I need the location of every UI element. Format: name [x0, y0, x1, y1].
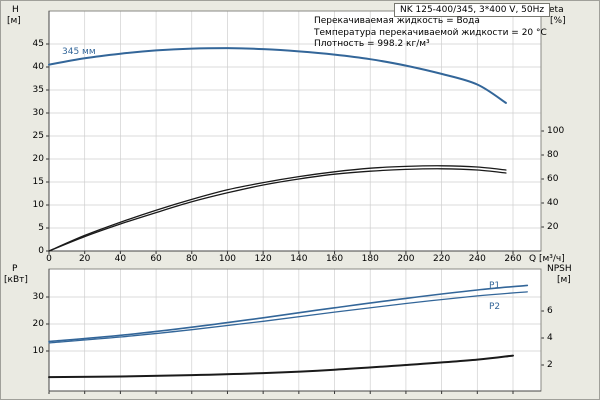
tick-label: 25: [32, 131, 44, 141]
curve-eta2: [48, 168, 507, 252]
tick-label: 0: [46, 254, 52, 264]
tick-label: 180: [361, 254, 379, 264]
tick-label: 80: [547, 150, 559, 160]
fluid-info-line: Плотность = 998.2 кг/м³: [314, 39, 430, 49]
tick-label: 100: [547, 126, 565, 136]
tick-label: 10: [32, 200, 44, 210]
y-axis-unit-eta: [%]: [550, 16, 566, 26]
tick-label: 0: [38, 246, 44, 256]
tick-label: 120: [254, 254, 272, 264]
y-axis-label-h: H: [12, 5, 19, 15]
x-axis-label-q: Q [м³/ч]: [529, 254, 565, 264]
y-axis-unit-h: [м]: [7, 16, 21, 26]
y-axis-unit-npsh: [м]: [557, 275, 571, 285]
tick-label: 40: [114, 254, 127, 264]
curve-label-345mm: 345 мм: [62, 47, 96, 57]
tick-label: 220: [433, 254, 451, 264]
tick-label: 15: [32, 177, 44, 187]
pump-model-title: NK 125-400/345, 3*400 V, 50Hz: [394, 3, 551, 17]
curve-label-p1: P1: [489, 281, 501, 291]
tick-label: 40: [547, 198, 559, 208]
fluid-info-line: Перекачиваемая жидкость = Вода: [314, 16, 480, 26]
tick-label: 10: [32, 346, 44, 356]
curve-NPSH: [48, 354, 514, 379]
y-axis-unit-p: [кВт]: [4, 275, 28, 285]
y-axis-label-eta: eta: [549, 5, 564, 15]
tick-label: 5: [38, 223, 44, 233]
curve-label-p2: P2: [489, 302, 501, 312]
tick-label: 45: [32, 39, 44, 49]
tick-label: 140: [290, 254, 308, 264]
tick-label: 260: [504, 254, 522, 264]
tick-label: 60: [547, 174, 559, 184]
tick-label: 4: [547, 333, 553, 343]
tick-label: 20: [78, 254, 91, 264]
tick-label: 20: [32, 154, 44, 164]
tick-label: 200: [397, 254, 415, 264]
fluid-info-line: Температура перекачиваемой жидкости = 20…: [314, 27, 547, 38]
curve-head-345mm: [48, 47, 507, 104]
curve-eta1: [48, 165, 507, 252]
tick-label: 35: [32, 85, 44, 95]
tick-label: 100: [218, 254, 237, 264]
tick-label: 60: [150, 254, 162, 264]
tick-label: 160: [325, 254, 344, 264]
tick-label: 40: [32, 62, 44, 72]
y-axis-label-p: P: [12, 264, 18, 274]
curve-P2: [48, 291, 528, 344]
tick-label: 30: [32, 108, 44, 118]
curve-P1: [48, 284, 529, 343]
tick-label: 2: [547, 360, 553, 370]
tick-label: 240: [468, 254, 486, 264]
tick-label: 80: [186, 254, 198, 264]
tick-label: 30: [32, 292, 44, 302]
tick-label: 20: [32, 319, 44, 329]
tick-label: 20: [547, 222, 559, 232]
tick-label: 6: [547, 306, 553, 316]
y-axis-label-npsh: NPSH: [547, 264, 572, 274]
fluid-info-block: Перекачиваемая жидкость = Вода Температу…: [314, 16, 547, 51]
